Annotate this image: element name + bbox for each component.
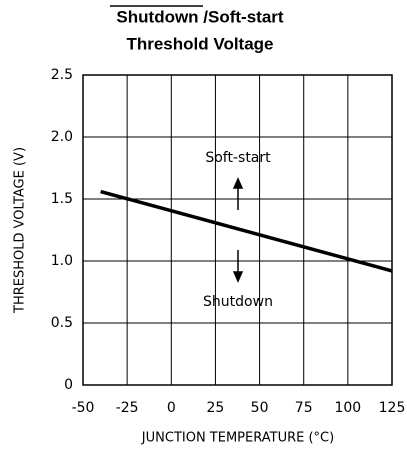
y-tick-label: 1.5 <box>51 191 73 207</box>
arrow-up <box>232 177 244 210</box>
annotation: Soft-start <box>205 150 271 166</box>
y-tick-label: 2.5 <box>51 67 73 83</box>
x-tick-label: -50 <box>72 400 95 416</box>
x-tick-label: 0 <box>167 400 176 416</box>
x-axis-label: JUNCTION TEMPERATURE (°C) <box>141 431 334 446</box>
plot-frame <box>82 74 393 386</box>
x-tick-label: 50 <box>251 400 269 416</box>
y-tick-label: 2.0 <box>51 129 73 145</box>
y-axis-label: THRESHOLD VOLTAGE (V) <box>13 147 28 314</box>
x-tick-label: 75 <box>295 400 313 416</box>
y-tick-label: 1.0 <box>51 253 73 269</box>
chart-title: Threshold Voltage <box>126 34 273 53</box>
x-tick-label: -25 <box>116 400 139 416</box>
x-tick-label: 125 <box>379 400 406 416</box>
y-tick-label: 0.5 <box>51 315 73 331</box>
y-tick-label: 0 <box>64 377 73 393</box>
data-line <box>100 189 393 273</box>
x-tick-label: 100 <box>334 400 361 416</box>
x-tick-label: 25 <box>207 400 225 416</box>
annotation: Shutdown <box>203 294 273 310</box>
chart-title: Shutdown /Soft-start <box>116 7 283 26</box>
arrow-down <box>232 250 244 283</box>
